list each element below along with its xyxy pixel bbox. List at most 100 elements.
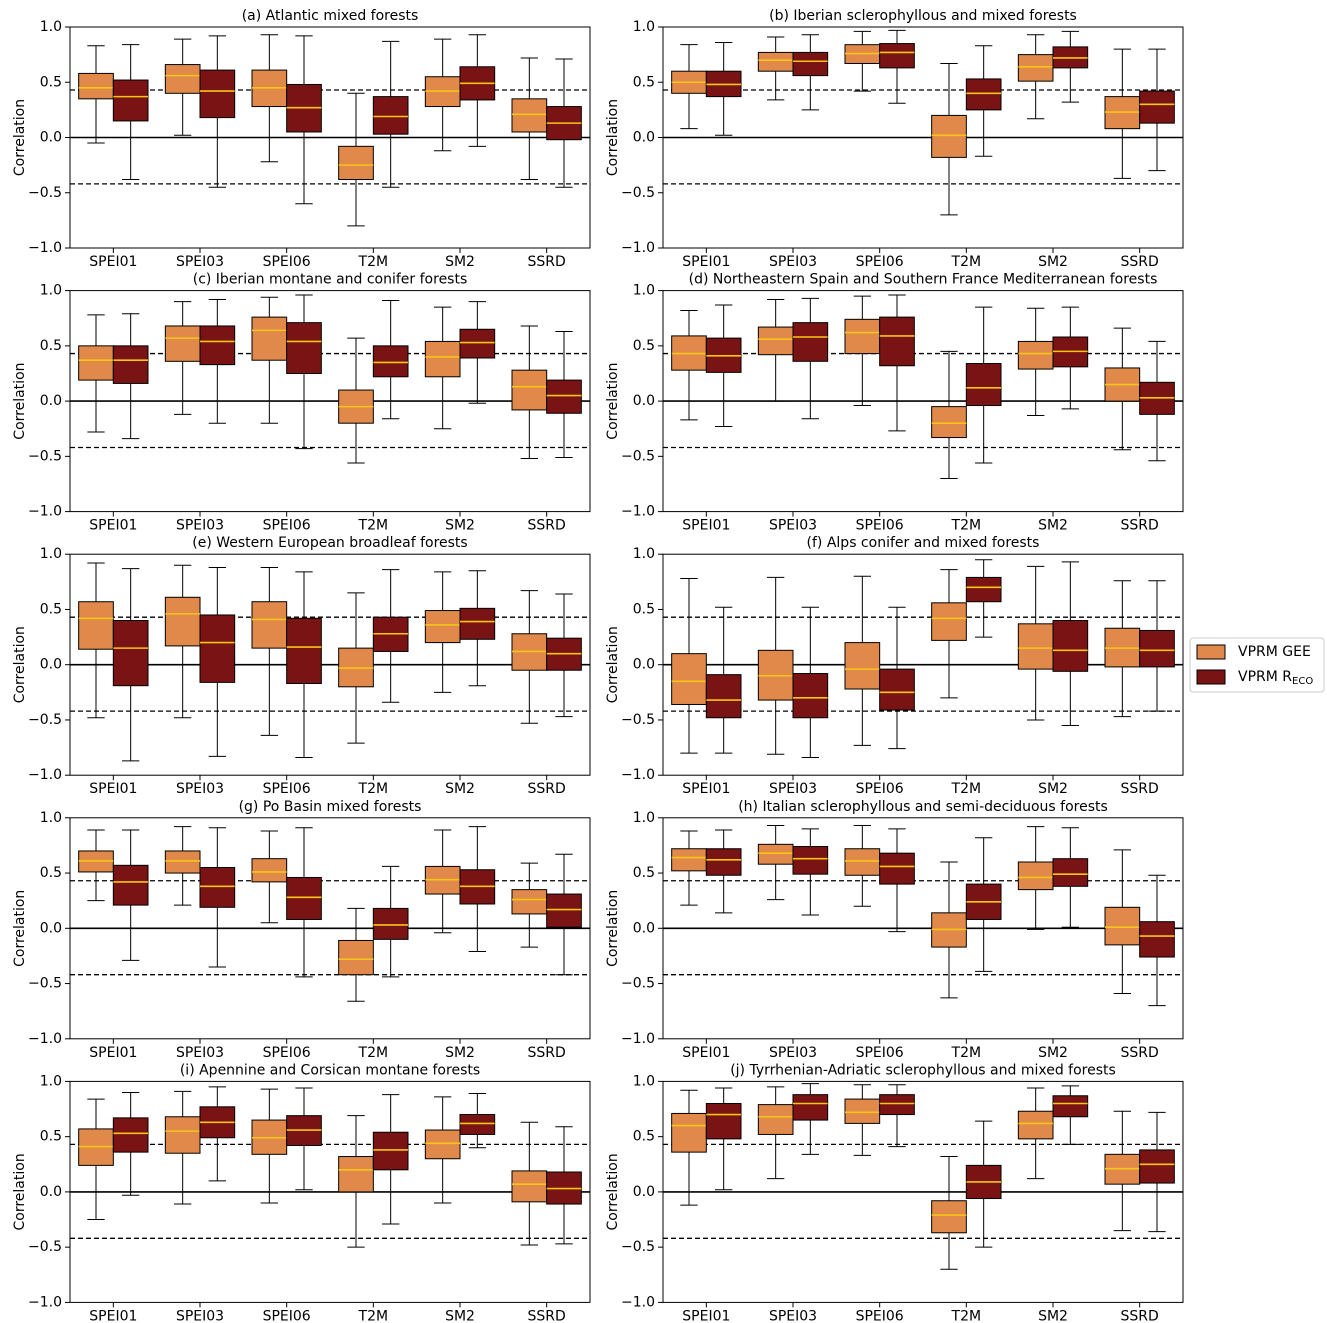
box-group (1104, 327, 1141, 451)
box-group (844, 575, 881, 746)
box-group (199, 566, 236, 757)
box (164, 64, 201, 94)
y-tick-label: −1.0 (28, 1031, 62, 1047)
box (459, 607, 496, 640)
y-tick-label: 0.5 (40, 601, 62, 617)
y-axis-label: Correlation (12, 626, 28, 703)
box-group (546, 593, 582, 718)
box-group (705, 1087, 742, 1191)
panel-title: (j) Tyrrhenian-Adriatic sclerophyllous a… (730, 1062, 1116, 1078)
y-tick-label: −1.0 (621, 1294, 655, 1310)
box-group (671, 830, 707, 906)
box (424, 1129, 461, 1160)
box (1052, 620, 1089, 672)
box-group (511, 1121, 548, 1246)
axes-frame (662, 26, 1184, 249)
y-tick-label: 1.0 (40, 283, 62, 299)
x-tick-label: SPEI01 (89, 518, 137, 534)
box-group (78, 829, 114, 902)
x-tick-label: T2M (358, 254, 389, 270)
y-tick-label: 0.5 (633, 338, 655, 354)
y-tick-label: −0.5 (28, 1239, 62, 1255)
box (251, 316, 288, 361)
box-group (546, 58, 582, 188)
box-group (1052, 1085, 1089, 1145)
x-tick-label: SPEI06 (263, 254, 311, 270)
x-tick-label: T2M (358, 781, 389, 797)
box-group (965, 1120, 1002, 1248)
box-group (879, 29, 915, 104)
box-group (965, 837, 1002, 972)
legend-name: VPRM R (1238, 669, 1292, 685)
x-tick-label: SPEI03 (176, 781, 224, 797)
x-tick-label: SM2 (445, 1045, 475, 1061)
y-tick-label: 0.5 (40, 338, 62, 354)
y-tick-label: 1.0 (633, 19, 655, 35)
y-tick-label: −1.0 (28, 240, 62, 256)
box-group (879, 606, 915, 750)
y-tick-label: 1.0 (40, 1073, 62, 1089)
x-tick-label: SPEI06 (263, 518, 311, 534)
box-group (112, 568, 149, 762)
box-group (251, 34, 288, 163)
box-group (1104, 1110, 1141, 1232)
box (372, 345, 409, 378)
box-group (931, 62, 967, 216)
box-group (1139, 580, 1175, 712)
x-tick-label: T2M (951, 1045, 982, 1061)
box-group (671, 309, 707, 421)
axes-frame (69, 290, 591, 513)
box (78, 345, 114, 381)
y-tick-label: 0.0 (633, 393, 655, 409)
x-tick-label: SM2 (1038, 518, 1068, 534)
panel-title: (b) Iberian sclerophyllous and mixed for… (769, 8, 1077, 24)
box-group (792, 34, 829, 111)
x-tick-label: SM2 (1038, 781, 1068, 797)
x-tick-label: SSRD (1121, 781, 1159, 797)
legend-name: VPRM GEE (1238, 644, 1311, 660)
box-group (164, 826, 201, 906)
y-tick-label: 0.0 (633, 130, 655, 146)
x-tick-label: SPEI01 (89, 781, 137, 797)
y-tick-label: 1.0 (40, 19, 62, 35)
box-group (199, 1086, 236, 1182)
box (844, 1098, 881, 1124)
box (705, 1103, 742, 1140)
box-group (1139, 340, 1175, 462)
y-tick-label: −1.0 (28, 1294, 62, 1310)
axes-frame (69, 553, 591, 776)
box-group (1052, 561, 1089, 726)
box-group (757, 576, 794, 755)
panel-title: (g) Po Basin mixed forests (239, 799, 422, 815)
box-group (112, 1091, 149, 1196)
y-tick-label: 1.0 (633, 810, 655, 826)
box-group (78, 314, 114, 433)
box (757, 326, 794, 356)
box (792, 1094, 829, 1121)
box-group (705, 304, 742, 428)
box (112, 345, 149, 384)
box (931, 1200, 967, 1234)
y-tick-label: 0.0 (633, 920, 655, 936)
box-group (112, 313, 149, 440)
box-group (251, 1088, 288, 1204)
box (78, 601, 114, 650)
axes-frame (69, 817, 591, 1040)
box-group (965, 45, 1002, 157)
y-tick-label: 1.0 (633, 546, 655, 562)
x-tick-label: SPEI03 (176, 518, 224, 534)
box-group (705, 606, 742, 754)
x-tick-label: SM2 (1038, 1045, 1068, 1061)
x-tick-label: SPEI06 (856, 254, 904, 270)
box-group (251, 296, 288, 424)
box-group (546, 1126, 582, 1245)
box (792, 673, 829, 719)
box-group (1104, 849, 1141, 994)
x-tick-label: SPEI06 (856, 1045, 904, 1061)
x-tick-label: SPEI01 (89, 254, 137, 270)
box-group (879, 1084, 915, 1148)
box-group (199, 35, 236, 188)
y-tick-label: −0.5 (28, 976, 62, 992)
box-group (792, 1083, 829, 1155)
box-group (792, 297, 829, 420)
